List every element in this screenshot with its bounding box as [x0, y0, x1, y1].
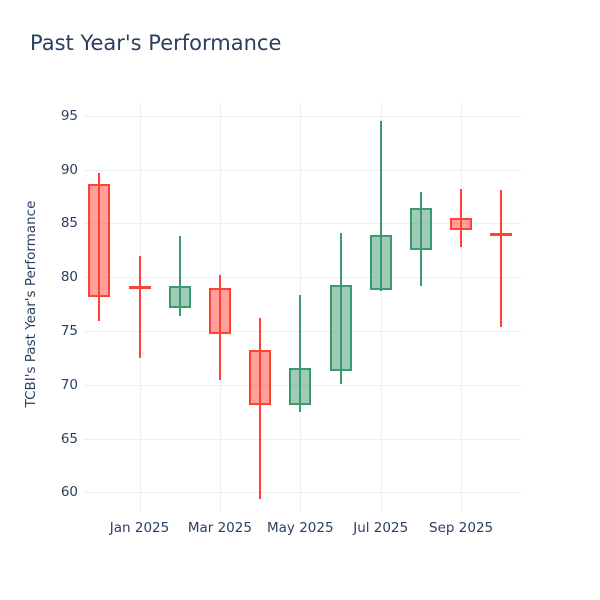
candle-body[interactable] — [450, 217, 473, 230]
y-gridline — [84, 115, 521, 117]
candle-body[interactable] — [168, 285, 191, 309]
chart-title: Past Year's Performance — [30, 31, 282, 55]
y-axis-title: TCBI's Past Year's Performance — [23, 200, 39, 408]
y-gridline — [84, 438, 521, 440]
candle-wick — [379, 121, 382, 292]
candle-body[interactable] — [208, 287, 231, 335]
x-tick-label: Sep 2025 — [429, 520, 494, 536]
candle-wick — [259, 318, 262, 499]
y-gridline — [84, 492, 521, 494]
candle-wick — [178, 236, 181, 316]
y-tick-label: 85 — [60, 215, 78, 232]
y-tick-label: 60 — [60, 484, 78, 501]
y-tick-label: 75 — [60, 322, 78, 339]
y-gridline — [84, 169, 521, 171]
candle-body[interactable] — [289, 367, 312, 406]
candle-body[interactable] — [490, 232, 513, 236]
candle-body[interactable] — [88, 183, 111, 297]
candle-wick — [299, 295, 302, 412]
candle-wick — [138, 255, 141, 358]
x-tick-label: Jan 2025 — [109, 520, 170, 536]
y-tick-label: 90 — [60, 161, 78, 178]
x-gridline — [380, 103, 382, 512]
y-tick-label: 65 — [60, 430, 78, 447]
candle-body[interactable] — [249, 350, 272, 406]
x-tick-label: Jul 2025 — [353, 520, 409, 536]
y-tick-label: 95 — [60, 107, 78, 124]
x-tick-label: Mar 2025 — [187, 520, 252, 536]
candle-body[interactable] — [409, 208, 432, 251]
candle-wick — [500, 189, 503, 327]
y-gridline — [84, 223, 521, 225]
candle-body[interactable] — [329, 284, 352, 371]
candle-body[interactable] — [128, 286, 151, 290]
y-gridline — [84, 330, 521, 332]
y-tick-label: 70 — [60, 376, 78, 393]
x-tick-label: May 2025 — [267, 520, 334, 536]
candle-body[interactable] — [369, 235, 392, 291]
y-tick-label: 80 — [60, 269, 78, 286]
y-gridline — [84, 277, 521, 279]
x-gridline — [461, 103, 463, 512]
